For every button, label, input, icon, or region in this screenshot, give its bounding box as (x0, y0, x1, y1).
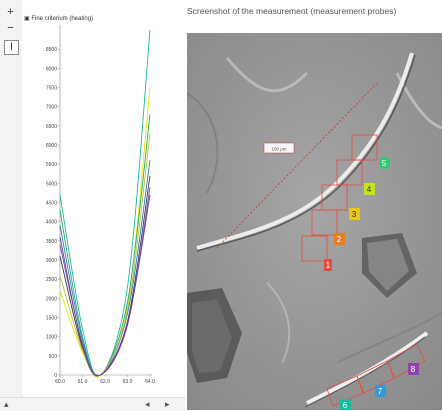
svg-text:2: 2 (337, 235, 342, 244)
y-tick-label: 6000 (46, 143, 57, 149)
y-tick-label: 1500 (46, 316, 57, 322)
x-tick-label: 64.0 (145, 379, 155, 385)
y-tick-label: 5500 (46, 162, 57, 168)
y-tick-label: 7000 (46, 105, 57, 111)
y-tick-label: 8500 (46, 47, 57, 53)
y-tick-label: 500 (49, 354, 58, 360)
probe-6[interactable]: 6 (326, 375, 364, 410)
x-tick-label: 60.0 (55, 379, 65, 385)
series-line-4 (59, 114, 151, 377)
probe-5[interactable]: 5 (351, 134, 390, 169)
zoom-in-icon[interactable]: + (7, 6, 14, 18)
y-tick-label: 5000 (46, 181, 57, 187)
series-line-8 (59, 194, 151, 377)
y-tick-label: 1000 (46, 335, 57, 341)
probe-4[interactable]: 4 (336, 159, 375, 195)
chart-title: ▣ Fine criterium (heating) (24, 16, 93, 22)
y-tick-label: 0 (54, 373, 57, 379)
y-tick-label: 4500 (46, 201, 57, 207)
y-tick-label: 4000 (46, 220, 57, 226)
x-tick-label: 62.0 (100, 379, 110, 385)
y-tick-label: 2000 (46, 296, 57, 302)
series-line-1 (59, 29, 151, 377)
scroll-left-icon[interactable]: ◂ (145, 399, 150, 409)
y-tick-label: 7500 (46, 86, 57, 92)
svg-text:4: 4 (367, 185, 372, 194)
series-line-7 (59, 133, 151, 377)
fine-criterium-chart: ▣ Fine criterium (heating) 0 500 1000 1500 20… (24, 16, 155, 385)
tool-strip: + − I (0, 0, 23, 410)
series-line-3 (59, 87, 151, 378)
y-tick-label: 3000 (46, 258, 57, 264)
cursor-icon[interactable]: I (4, 40, 19, 55)
photo-caption: Screenshot of the measurement (measureme… (187, 6, 397, 16)
probe-1[interactable]: 1 (301, 235, 332, 271)
x-tick-label: 61.0 (78, 379, 88, 385)
measurement-photo: 100 μm 1 2 3 4 5 (187, 33, 442, 410)
probe-3[interactable]: 3 (321, 184, 360, 220)
svg-text:6: 6 (343, 401, 348, 410)
x-tick-label: 63.0 (123, 379, 133, 385)
svg-text:1: 1 (326, 261, 331, 270)
scale-label: 100 μm (271, 147, 286, 152)
scroll-right-icon[interactable]: ▸ (165, 399, 170, 409)
svg-text:8: 8 (411, 365, 416, 374)
y-tick-label: 3500 (46, 239, 57, 245)
y-tick-label: 6500 (46, 124, 57, 130)
svg-text:5: 5 (382, 159, 387, 168)
resize-handle-icon[interactable]: ▴ (4, 399, 9, 409)
bottom-scrollbar[interactable]: ▴ ◂ ▸ (0, 397, 185, 411)
svg-text:3: 3 (352, 210, 357, 219)
y-tick-label: 8000 (46, 66, 57, 72)
zoom-out-icon[interactable]: − (7, 22, 14, 34)
svg-text:7: 7 (378, 387, 383, 396)
probe-8[interactable]: 8 (386, 343, 426, 379)
series-line-6 (59, 160, 151, 377)
probe-7[interactable]: 7 (356, 360, 395, 397)
y-tick-label: 2500 (46, 277, 57, 283)
chart-panel: ▣ Fine criterium (heating) 0 500 1000 1500 20… (22, 0, 172, 395)
